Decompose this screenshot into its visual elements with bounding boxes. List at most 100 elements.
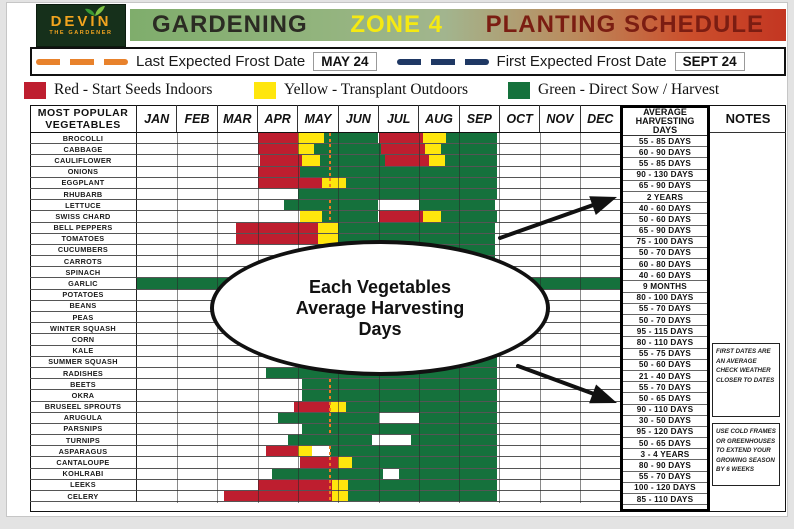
last-frost-marker-icon	[328, 144, 332, 155]
logo-title: DEVIN	[51, 6, 112, 29]
month-header-cell: MAY	[297, 105, 337, 132]
schedule-bar-green	[277, 412, 379, 423]
schedule-bar-yellow	[297, 133, 325, 144]
harvest-days-value: 90 - 110 DAYS	[623, 405, 707, 416]
schedule-bar-yellow	[318, 233, 339, 244]
schedule-bar-green	[440, 211, 498, 222]
schedule-bar-green	[440, 144, 498, 155]
table-row	[137, 188, 620, 201]
harvest-days-value: 85 - 110 DAYS	[623, 494, 707, 506]
avg-header-line2: HARVESTING	[635, 116, 695, 126]
vegetable-name: OKRA	[30, 390, 137, 402]
vegetable-name: CABBAGE	[30, 144, 137, 156]
vegetable-name: WINTER SQUASH	[30, 323, 137, 335]
title-schedule: PLANTING SCHEDULE	[485, 11, 764, 38]
table-row	[137, 446, 620, 458]
last-frost-date: MAY 24	[313, 52, 377, 71]
last-frost-marker-icon	[328, 457, 332, 468]
table-row	[137, 155, 620, 167]
month-header-row: JAN FEB MAR APR MAY JUN JUL AUG SEP OCT NOV DEC	[137, 105, 620, 133]
schedule-bar-green	[320, 155, 385, 166]
vegetable-name: SUMMER SQUASH	[30, 356, 137, 368]
callout-line3: Days	[358, 318, 402, 339]
last-frost-marker-icon	[328, 491, 332, 502]
harvest-days-value: 50 - 65 DAYS	[623, 438, 707, 450]
table-row	[137, 491, 620, 503]
schedule-bar-yellow	[422, 211, 441, 222]
table-row	[137, 177, 620, 189]
last-frost-marker-icon	[328, 412, 332, 423]
table-row	[137, 379, 620, 391]
schedule-bar-red	[223, 491, 333, 502]
month-header-cell: FEB	[176, 105, 216, 132]
first-frost-label: First Expected Frost Date	[496, 53, 667, 70]
vegetable-name: CELERY	[30, 491, 137, 503]
harvest-days-value: 55 - 85 DAYS	[623, 158, 707, 170]
last-frost-marker-icon	[328, 155, 332, 166]
schedule-bar-green	[346, 177, 498, 188]
harvest-days-value: 80 - 100 DAYS	[623, 293, 707, 304]
vegetable-name: ARUGULA	[30, 412, 137, 424]
harvest-days-value: 60 - 80 DAYS	[623, 259, 707, 271]
schedule-bar-yellow	[318, 222, 339, 233]
vegetable-name: CAULIFLOWER	[30, 155, 137, 167]
table-row	[137, 423, 620, 436]
last-frost-marker-icon	[328, 200, 332, 211]
harvest-days-value: 95 - 120 DAYS	[623, 427, 707, 439]
harvest-days-value: 2 YEARS	[623, 192, 707, 204]
vegetable-name: RHUBARB	[30, 188, 137, 201]
schedule-bar-red	[380, 144, 425, 155]
leaf-icon	[84, 6, 105, 16]
vegetable-name: BELL PEPPERS	[30, 222, 137, 234]
schedule-bar-green	[271, 468, 383, 479]
month-header-cell: JUN	[337, 105, 378, 132]
last-frost-marker-icon	[328, 390, 332, 401]
schedule-bar-red	[257, 166, 300, 177]
last-frost-marker-icon	[328, 468, 332, 479]
vegetables-column-header: MOST POPULAR VEGETABLES	[30, 105, 137, 133]
average-harvesting-days-column: AVERAGE HARVESTING DAYS 55 - 85 DAYS 60 -…	[620, 105, 710, 512]
logo-subtitle: THE GARDENER	[49, 30, 113, 36]
schedule-bar-red	[235, 222, 319, 233]
avg-days-header: AVERAGE HARVESTING DAYS	[623, 108, 707, 136]
last-frost-marker-icon	[328, 166, 332, 177]
vegetable-name-column: BROCOLLI CABBAGE CAULIFLOWER ONIONS EGGPLANT…	[30, 133, 137, 503]
legend-item: Green - Direct Sow / Harvest	[508, 81, 719, 99]
table-row	[137, 401, 620, 413]
callout-oval: Each Vegetables Average Harvesting Days	[210, 240, 550, 376]
schedule-bar-green	[287, 435, 373, 446]
harvest-days-value: 90 - 130 DAYS	[623, 170, 707, 181]
legend-item: Red - Start Seeds Indoors	[24, 81, 212, 99]
vegetable-name: BEETS	[30, 379, 137, 391]
schedule-bar-red	[265, 446, 298, 457]
harvest-days-value: 50 - 70 DAYS	[623, 315, 707, 327]
last-frost-label: Last Expected Frost Date	[136, 53, 306, 70]
table-row	[137, 390, 620, 402]
table-row	[137, 457, 620, 469]
schedule-bar-green	[297, 188, 498, 200]
vegetable-name: EGGPLANT	[30, 177, 137, 189]
harvest-days-value: 55 - 70 DAYS	[623, 382, 707, 394]
schedule-bar-green	[346, 401, 498, 412]
month-header-cell: APR	[256, 105, 297, 132]
schedule-bar-yellow	[297, 446, 313, 457]
harvest-days-value: 100 - 120 DAYS	[623, 483, 707, 494]
harvest-days-value: 60 - 90 DAYS	[623, 147, 707, 159]
month-header-cell: JUL	[377, 105, 418, 132]
harvest-days-value: 65 - 90 DAYS	[623, 181, 707, 192]
harvest-days-value: 95 - 115 DAYS	[623, 326, 707, 338]
harvest-days-value: 21 - 40 DAYS	[623, 371, 707, 383]
last-frost-marker-icon	[328, 211, 332, 222]
harvest-days-value: 80 - 110 DAYS	[623, 337, 707, 349]
legend-swatch-icon	[508, 81, 530, 99]
legend-item: Yellow - Transplant Outdoors	[254, 81, 468, 99]
schedule-bar-red	[378, 211, 423, 222]
vegetable-name: BRUSEEL SPROUTS	[30, 401, 137, 413]
vegetable-name: CANTALOUPE	[30, 457, 137, 469]
harvest-days-value: 55 - 70 DAYS	[623, 304, 707, 315]
vegetable-name: ONIONS	[30, 166, 137, 178]
vegetable-name: GARLIC	[30, 278, 137, 290]
harvest-days-value: 75 - 100 DAYS	[623, 237, 707, 248]
table-row	[137, 468, 620, 480]
avg-days-values: 55 - 85 DAYS 60 - 90 DAYS 55 - 85 DAYS 90 -…	[623, 136, 707, 506]
